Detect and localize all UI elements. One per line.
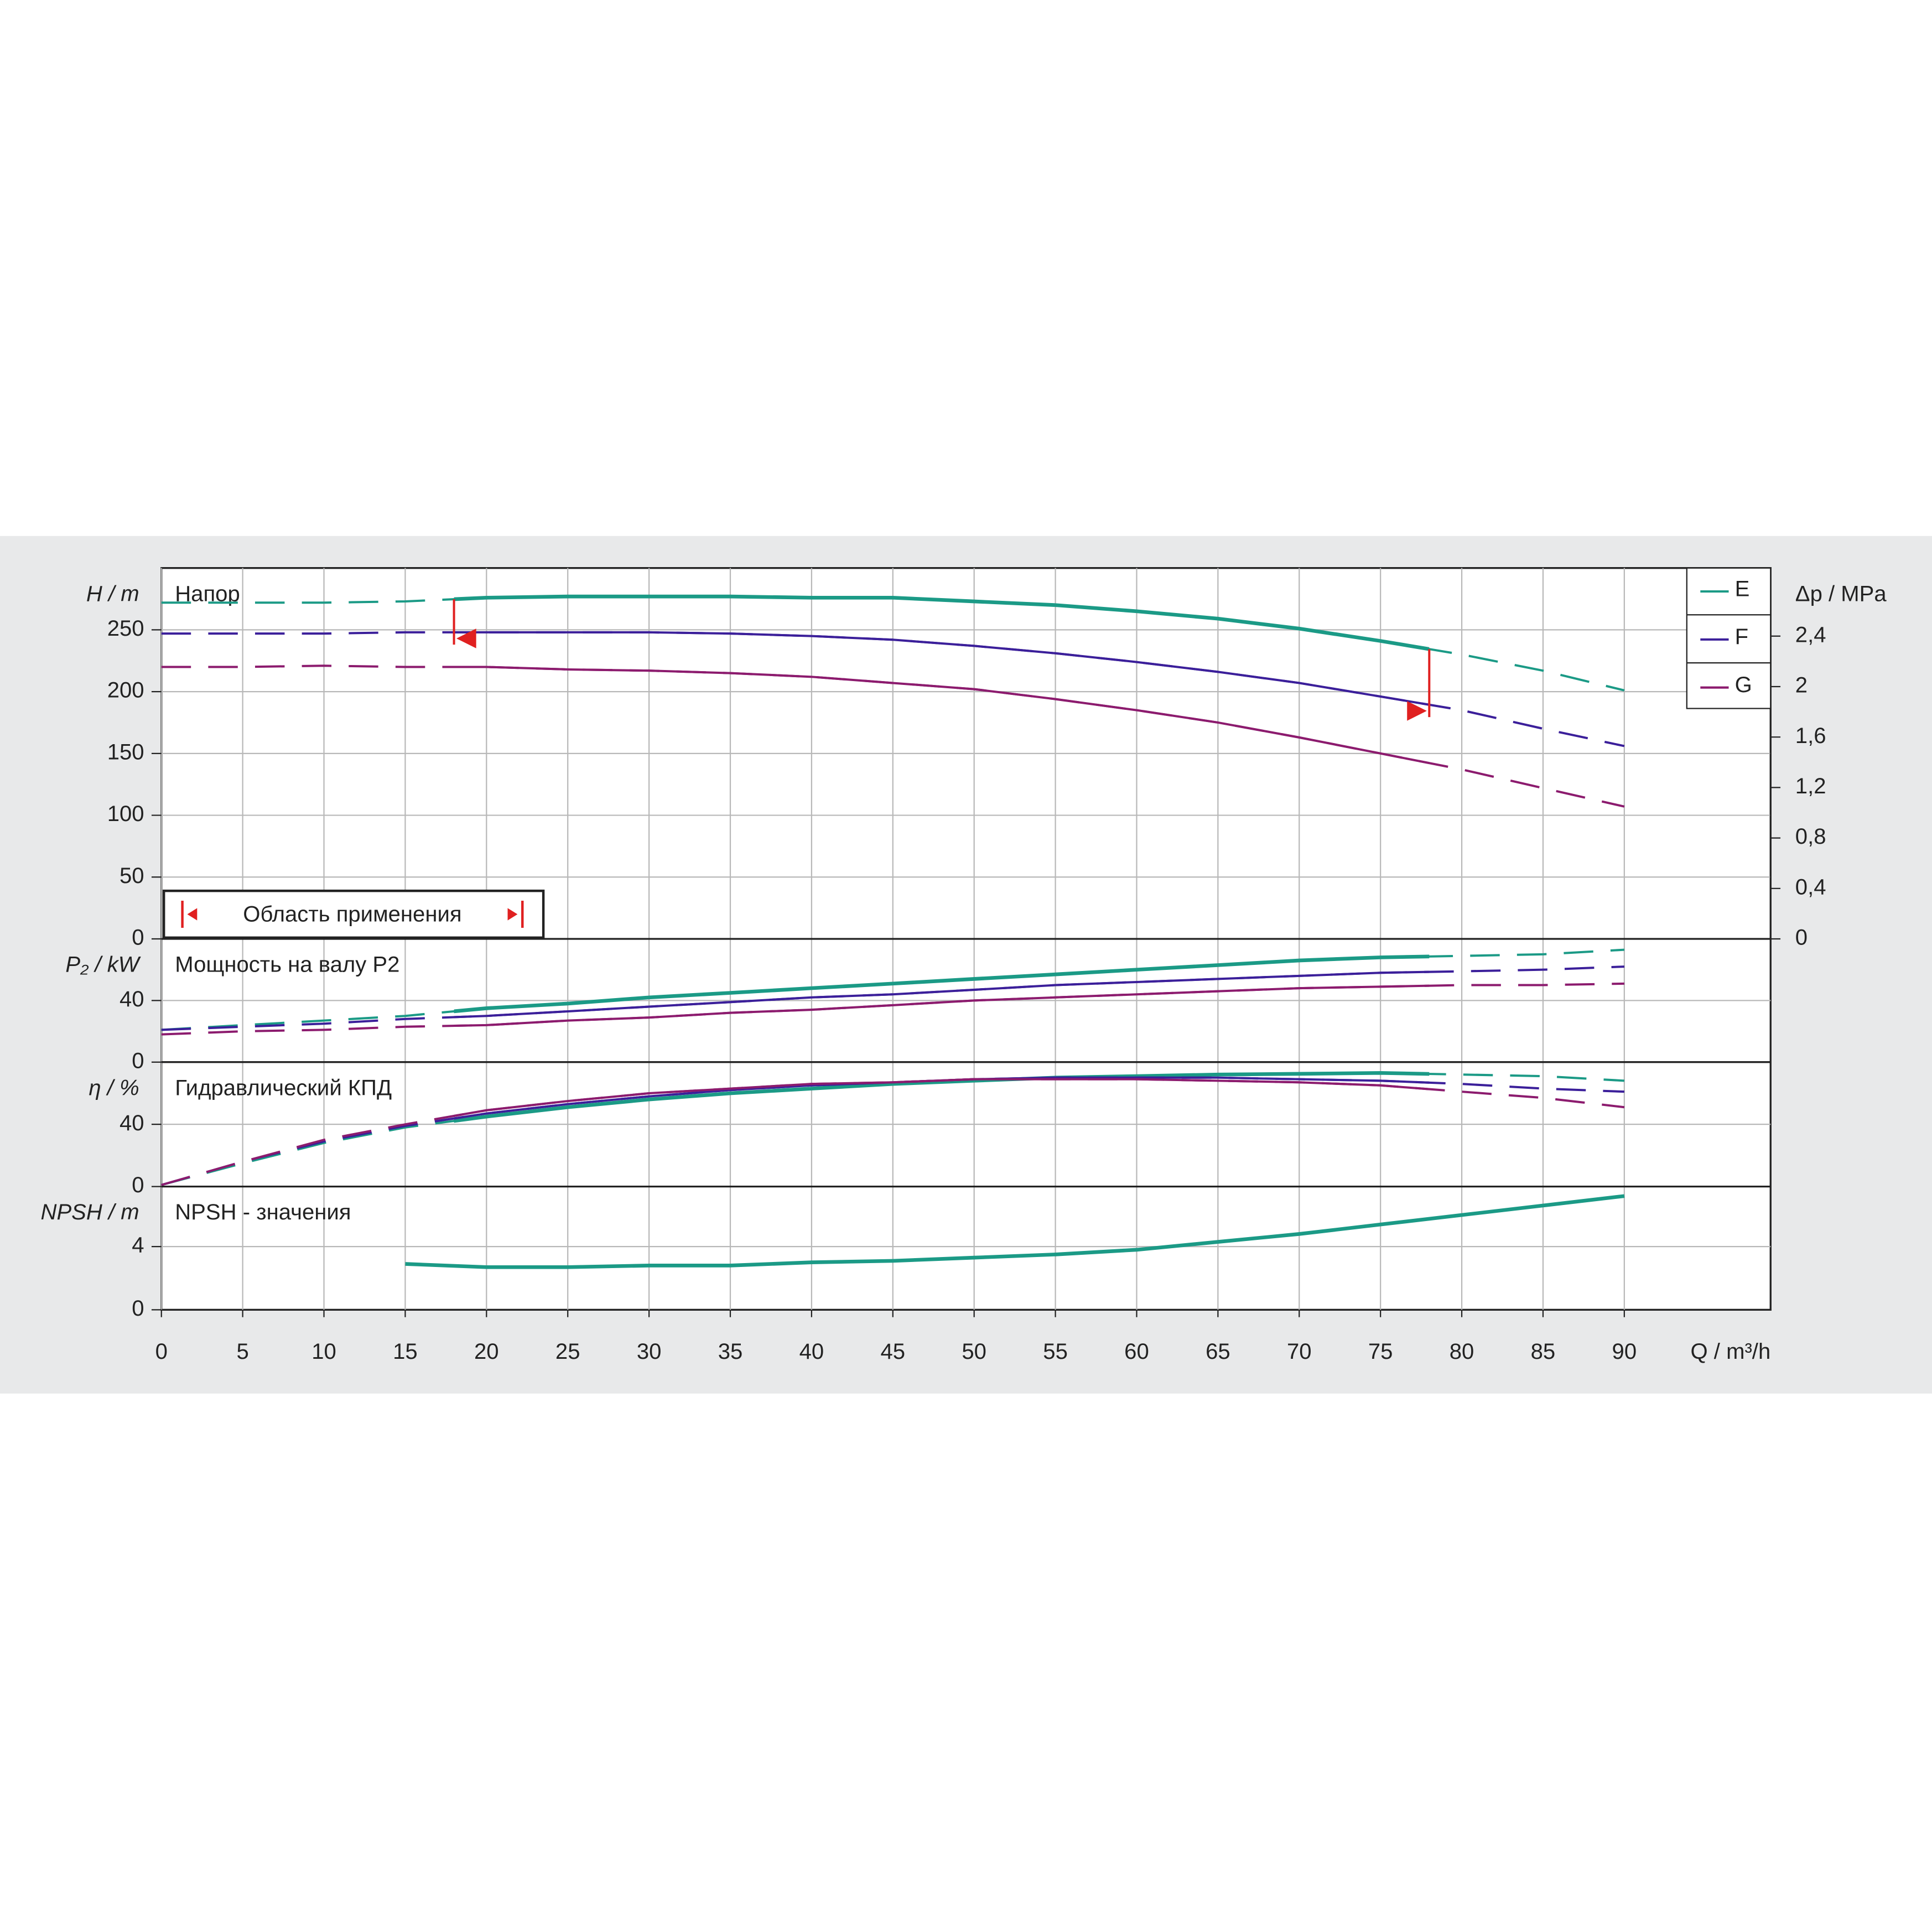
y-tick-label: 40 [120, 1111, 144, 1135]
x-tick-label: 5 [236, 1339, 248, 1364]
x-tick-label: 35 [718, 1339, 743, 1364]
series-line [454, 666, 1430, 765]
y-tick-label: 50 [120, 864, 144, 888]
y-tick-label: 0 [132, 926, 144, 950]
legend-label: F [1735, 625, 1748, 649]
x-tick-label: 55 [1043, 1339, 1068, 1364]
x-tick-label: 20 [474, 1339, 499, 1364]
y-axis-label: H / m [86, 581, 139, 606]
x-tick-label: 10 [311, 1339, 336, 1364]
range-label: Область применения [243, 902, 461, 926]
y2-tick-label: 2 [1795, 673, 1808, 698]
range-arrow [456, 629, 476, 648]
range-arrow [507, 908, 518, 921]
range-box [162, 889, 545, 939]
x-tick-label: 15 [393, 1339, 418, 1364]
series-line [454, 954, 1430, 1014]
y2-tick-label: 1,2 [1795, 774, 1826, 798]
x-tick-label: 60 [1124, 1339, 1149, 1364]
y-tick-label: 0 [132, 1173, 144, 1197]
range-arrow [1407, 701, 1427, 721]
y-tick-label: 250 [107, 616, 144, 641]
application-range-box: Область применения [162, 889, 545, 939]
x-tick-label: 85 [1531, 1339, 1556, 1364]
range-arrow [187, 908, 198, 921]
panel-title: Мощность на валу P2 [175, 953, 399, 977]
x-tick-label: 75 [1368, 1339, 1393, 1364]
panel-title: Гидравлический КПД [175, 1076, 392, 1100]
y-tick-label: 0 [132, 1048, 144, 1073]
x-tick-label: 25 [555, 1339, 580, 1364]
x-tick-label: 70 [1287, 1339, 1312, 1364]
x-tick-label: 40 [799, 1339, 824, 1364]
legend-label: E [1735, 577, 1750, 601]
x-tick-label: 30 [637, 1339, 662, 1364]
series-line [454, 984, 1430, 1027]
series-line [454, 970, 1430, 1019]
x-tick-label: 90 [1612, 1339, 1637, 1364]
series-line [454, 594, 1430, 651]
y-axis-label: NPSH / m [41, 1200, 139, 1224]
y2-tick-label: 0,4 [1795, 875, 1826, 899]
x-tick-label: 0 [155, 1339, 168, 1364]
y-axis-label: P₂ / kW [65, 953, 141, 977]
y-tick-label: 0 [132, 1296, 144, 1321]
legend-label: G [1735, 673, 1752, 697]
y2-tick-label: 0,8 [1795, 824, 1826, 849]
y2-tick-label: 0 [1795, 926, 1808, 950]
y-axis-label: η / % [89, 1076, 139, 1100]
series-line [454, 1078, 1430, 1117]
y-tick-label: 100 [107, 802, 144, 826]
series-line [454, 1071, 1430, 1123]
legend: EFG [1686, 567, 1772, 709]
x-tick-label: 50 [962, 1339, 986, 1364]
x-tick-label: 80 [1450, 1339, 1474, 1364]
x-tick-label: 65 [1206, 1339, 1230, 1364]
x-tick-label: 45 [880, 1339, 905, 1364]
y-tick-label: 200 [107, 678, 144, 703]
y2-tick-label: 1,6 [1795, 724, 1826, 748]
panel-title: NPSH - значения [175, 1200, 351, 1224]
series-line [405, 1194, 1625, 1269]
x-axis-label: Q / m³/h [1691, 1339, 1771, 1364]
y-tick-label: 4 [132, 1233, 144, 1258]
y2-axis-label: Δp / MPa [1795, 581, 1887, 606]
y-tick-label: 40 [120, 987, 144, 1011]
y-tick-label: 150 [107, 740, 144, 764]
series-line [454, 631, 1430, 706]
y2-tick-label: 2,4 [1795, 622, 1826, 647]
